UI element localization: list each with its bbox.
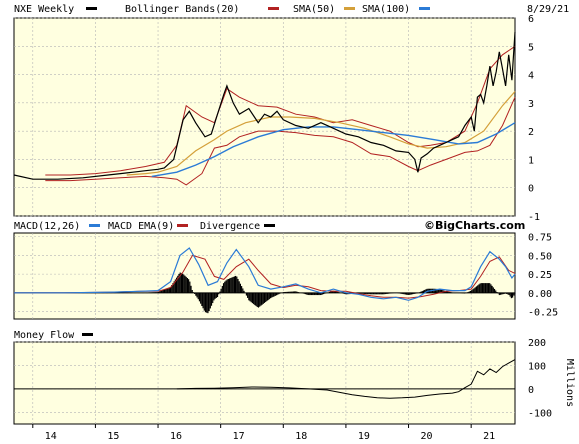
y-tick-label: 2 [528, 127, 534, 138]
symbol-label: NXE Weekly [14, 4, 74, 15]
bollinger-legend-swatch [268, 7, 279, 10]
x-tick-label: 21 [483, 431, 495, 442]
y-tick-label: 5 [528, 42, 534, 53]
divergence-legend-swatch [264, 224, 275, 227]
y-tick-label: 0.75 [528, 233, 552, 244]
money-flow-panel: Money Flow 200 100 0 -100 Millions [13, 330, 575, 425]
sma50-label: SMA(50) [293, 4, 335, 15]
sma100-legend-swatch [419, 7, 430, 10]
y-tick-label: -0.25 [528, 308, 558, 319]
date-label: 8/29/21 [527, 4, 569, 15]
bollinger-lower-band [45, 96, 516, 186]
money-flow-unit-label: Millions [564, 359, 575, 407]
y-tick-label: 0.25 [528, 270, 552, 281]
y-tick-label: 3 [528, 99, 534, 110]
macd-legend-swatch [89, 224, 100, 227]
y-tick-label: 0 [528, 184, 534, 195]
x-tick-label: 15 [107, 431, 119, 442]
divergence-label: Divergence [200, 221, 260, 232]
x-tick-label: 18 [295, 431, 307, 442]
macd-panel-frame [13, 232, 516, 320]
sma100-label: SMA(100) [362, 4, 410, 15]
macd-ema-label: MACD EMA(9) [108, 221, 174, 232]
macd-ema-legend-swatch [177, 224, 188, 227]
x-tick-label: 17 [233, 431, 245, 442]
x-axis: 14 15 16 17 18 19 20 21 [32, 424, 495, 442]
money-flow-panel-frame [13, 341, 516, 425]
y-tick-label: 1 [528, 155, 534, 166]
money-flow-label: Money Flow [14, 330, 75, 341]
bollinger-label: Bollinger Bands(20) [125, 4, 239, 15]
price-panel: -1 0 1 2 3 4 5 6 [13, 14, 540, 223]
price-line [13, 32, 516, 180]
y-tick-label: 0 [528, 385, 534, 396]
price-legend-swatch [86, 7, 97, 10]
y-tick-label: 200 [528, 338, 546, 349]
y-tick-label: 100 [528, 361, 546, 372]
y-tick-label: 6 [528, 14, 534, 25]
y-tick-label: 0.50 [528, 251, 552, 262]
y-tick-label: -100 [528, 408, 552, 419]
y-tick-label: -1 [528, 212, 540, 223]
macd-label: MACD(12,26) [14, 221, 80, 232]
money-flow-legend-swatch [82, 333, 93, 336]
watermark: ©BigCharts.com [424, 219, 525, 232]
macd-panel: MACD(12,26) MACD EMA(9) Divergence ©BigC… [13, 219, 558, 320]
sma100-line [151, 122, 516, 178]
money-flow-line [176, 359, 516, 399]
y-tick-label: 0.00 [528, 289, 552, 300]
x-tick-label: 19 [358, 431, 370, 442]
x-tick-label: 16 [170, 431, 182, 442]
price-panel-frame [13, 17, 516, 217]
x-tick-label: 20 [421, 431, 433, 442]
y-tick-label: 4 [528, 71, 534, 82]
macd-line [14, 247, 516, 301]
chart-header: NXE Weekly Bollinger Bands(20) SMA(50) S… [14, 4, 569, 15]
sma50-legend-swatch [344, 7, 355, 10]
bollinger-upper-band [45, 45, 516, 176]
x-tick-label: 14 [45, 431, 57, 442]
